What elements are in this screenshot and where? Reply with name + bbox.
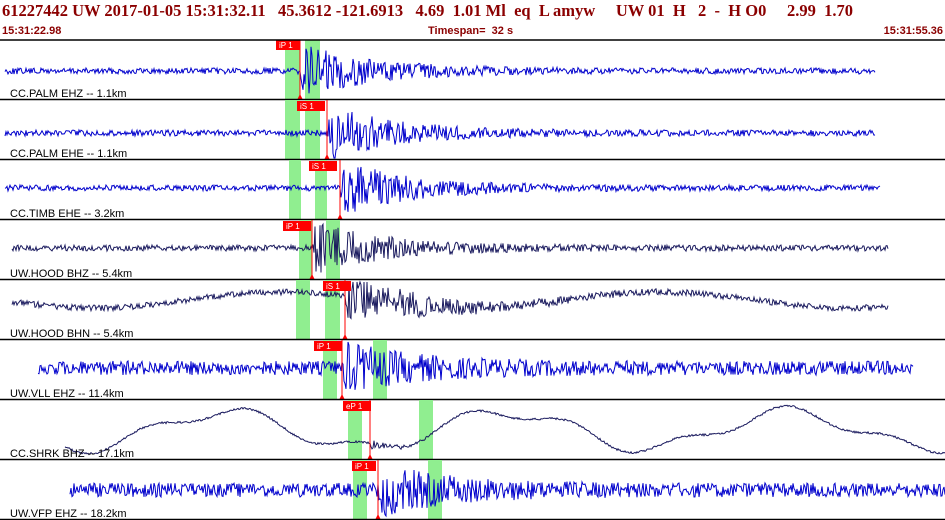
phase-window xyxy=(305,100,320,160)
trace-row[interactable]: iS 1 CC.TIMB EHE -- 3.2km xyxy=(0,160,945,221)
waveform-trace xyxy=(11,222,889,273)
pick-label: iP 1 xyxy=(286,222,300,231)
pick-flag[interactable] xyxy=(314,341,342,351)
trace-row[interactable]: iS 1 CC.PALM EHE -- 1.1km xyxy=(0,100,945,161)
waveform-trace xyxy=(11,280,889,320)
phase-window xyxy=(315,160,327,220)
pick-flag[interactable] xyxy=(283,221,311,231)
pick-flag[interactable] xyxy=(309,161,337,171)
station-label: CC.PALM EHE -- 1.1km xyxy=(10,148,127,160)
pick-label: eP 1 xyxy=(346,402,363,411)
waveform-trace xyxy=(4,46,876,94)
end-time: 15:31:55.36 xyxy=(883,25,943,37)
pick-marker-icon xyxy=(342,334,348,340)
waveform-trace xyxy=(69,469,945,518)
timespan-label: Timespan= 32 s xyxy=(428,25,514,37)
pick-marker-icon xyxy=(324,154,330,160)
event-summary: 61227442 UW 2017-01-05 15:31:32.11 45.36… xyxy=(2,1,853,20)
phase-window xyxy=(299,220,312,280)
waveform-trace xyxy=(64,404,945,456)
pick-marker-icon xyxy=(297,94,303,100)
pick-flag[interactable] xyxy=(352,461,376,471)
phase-window xyxy=(323,340,337,400)
phase-window xyxy=(419,400,433,460)
station-label: CC.TIMB EHE -- 3.2km xyxy=(10,208,124,220)
waveform-trace xyxy=(4,166,881,212)
header-bar: 61227442 UW 2017-01-05 15:31:32.11 45.36… xyxy=(0,0,945,40)
pick-flag[interactable] xyxy=(343,401,371,411)
pick-flag[interactable] xyxy=(276,40,300,50)
pick-label: iS 1 xyxy=(300,102,314,111)
start-time: 15:31:22.98 xyxy=(2,25,62,37)
pick-label: iS 1 xyxy=(312,162,326,171)
station-label: CC.SHRK BHZ -- 17.1km xyxy=(10,448,134,460)
station-label: CC.PALM EHZ -- 1.1km xyxy=(10,88,127,100)
trace-row[interactable]: iP 1 UW.VLL EHZ -- 11.4km xyxy=(0,340,945,401)
pick-flag[interactable] xyxy=(323,281,351,291)
phase-window xyxy=(285,100,300,160)
waveform-trace xyxy=(37,341,914,390)
phase-window xyxy=(348,400,362,460)
phase-window xyxy=(289,160,301,220)
phase-window xyxy=(296,280,310,340)
station-label: UW.HOOD BHN -- 5.4km xyxy=(10,328,133,340)
pick-marker-icon xyxy=(375,514,381,520)
station-label: UW.VFP EHZ -- 18.2km xyxy=(10,508,127,520)
pick-label: iP 1 xyxy=(279,41,293,50)
waveform-trace xyxy=(4,111,876,159)
pick-label: iS 1 xyxy=(326,282,340,291)
pick-label: iP 1 xyxy=(317,342,331,351)
trace-row[interactable]: iP 1 UW.VFP EHZ -- 18.2km xyxy=(0,460,945,520)
trace-row[interactable]: iS 1 UW.HOOD BHN -- 5.4km xyxy=(0,280,945,341)
pick-marker-icon xyxy=(367,454,373,460)
trace-row[interactable]: iP 1 UW.HOOD BHZ -- 5.4km xyxy=(0,220,945,281)
trace-row[interactable]: iP 1 CC.PALM EHZ -- 1.1km xyxy=(0,40,945,101)
pick-label: iP 1 xyxy=(355,462,369,471)
pick-marker-icon xyxy=(337,214,343,220)
pick-marker-icon xyxy=(309,274,315,280)
pick-flag[interactable] xyxy=(297,101,325,111)
phase-window xyxy=(285,40,300,100)
station-label: UW.VLL EHZ -- 11.4km xyxy=(10,388,124,400)
trace-row[interactable]: eP 1 CC.SHRK BHZ -- 17.1km xyxy=(0,400,945,461)
pick-marker-icon xyxy=(339,394,345,400)
station-label: UW.HOOD BHZ -- 5.4km xyxy=(10,268,132,280)
